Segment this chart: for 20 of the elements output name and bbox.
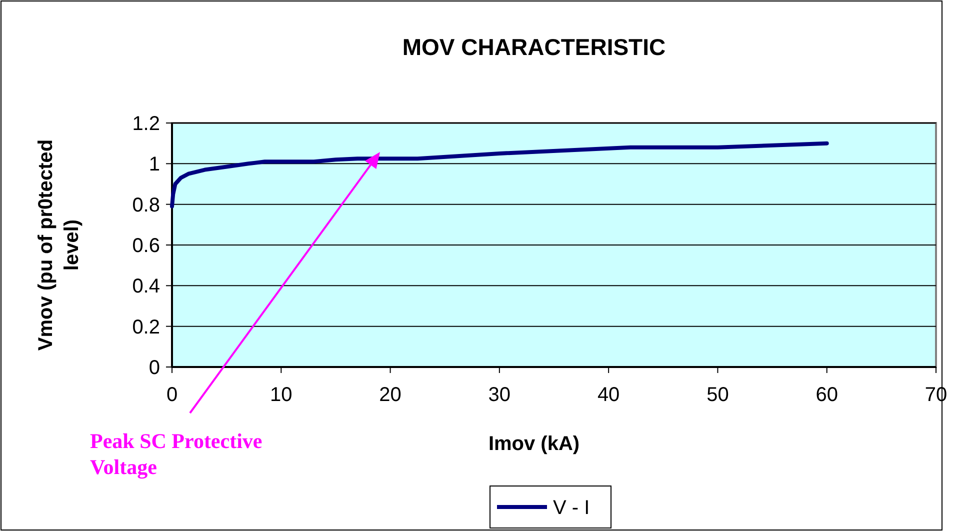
x-tick-label: 30 xyxy=(488,384,511,406)
y-axis-title: Vmov (pu of pr0tected level) xyxy=(35,139,83,351)
legend-label: V - I xyxy=(553,497,590,519)
text: Peak SC Protective Voltage xyxy=(90,429,262,479)
x-tick-label: 10 xyxy=(270,384,292,406)
y-tick-label: 0.8 xyxy=(132,194,160,216)
x-tick-label: 20 xyxy=(379,384,402,406)
x-axis-title: Imov (kA) xyxy=(488,433,580,455)
y-tick-label: 0.6 xyxy=(132,235,160,257)
y-tick-label: 0 xyxy=(148,357,160,379)
line-series xyxy=(170,141,829,208)
y-tick-label: 1 xyxy=(148,154,160,176)
x-tick-label: 50 xyxy=(706,384,729,406)
x-tick-label: 0 xyxy=(166,384,178,406)
y-tick-label: 0.4 xyxy=(132,276,160,298)
chart-title: MOV CHARACTERISTIC xyxy=(402,34,666,60)
x-tick-label: 40 xyxy=(597,384,620,406)
x-tick-label: 60 xyxy=(816,384,838,406)
y-tick-label: 0.2 xyxy=(132,316,160,338)
y-tick-label: 1.2 xyxy=(132,113,160,135)
